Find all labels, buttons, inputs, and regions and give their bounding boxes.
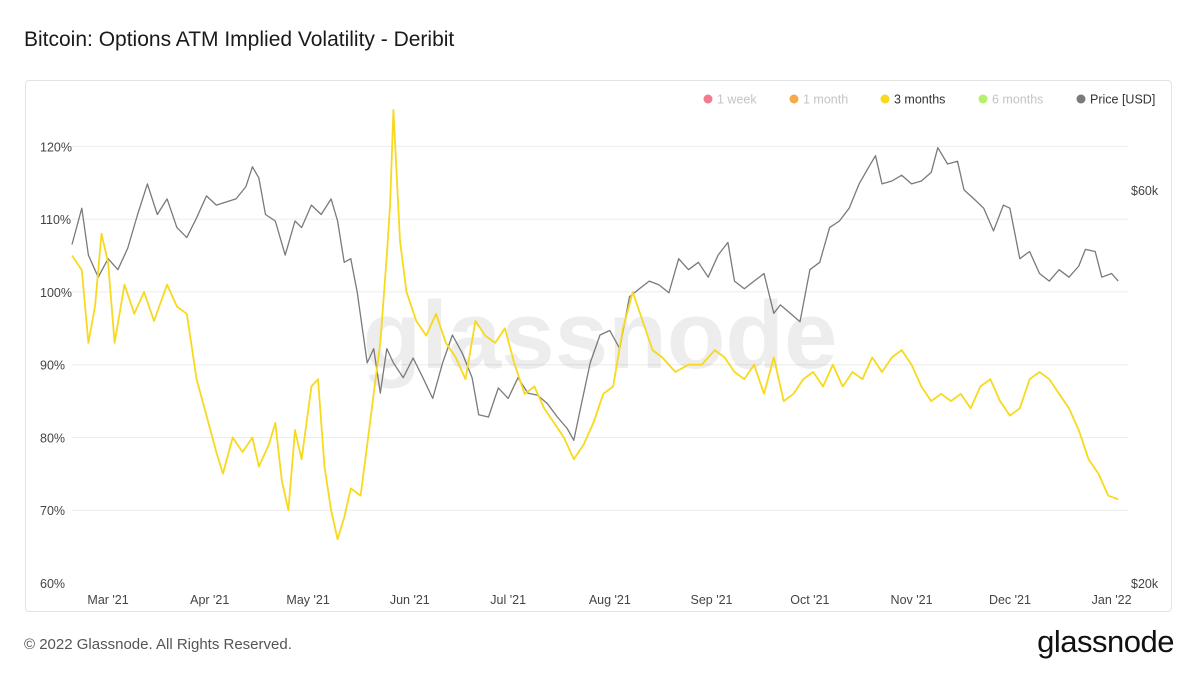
legend-marker: [880, 94, 890, 104]
x-tick-label: Apr '21: [190, 593, 229, 607]
legend-marker: [703, 94, 713, 104]
legend-marker: [978, 94, 988, 104]
legend-item-3-months[interactable]: 3 months: [880, 93, 946, 107]
axes: 60% 70% 80% 90% 100% 110% 120% $20k $60k Mar '21 A…: [40, 140, 1159, 607]
legend-label: 1 month: [803, 93, 848, 107]
x-tick-label: Jul '21: [490, 593, 526, 607]
legend-item-6-months[interactable]: 6 months: [978, 93, 1044, 107]
copyright-notice: © 2022 Glassnode. All Rights Reserved.: [24, 636, 292, 653]
x-tick-label: Mar '21: [87, 593, 128, 607]
y-left-tick-label: 110%: [40, 213, 71, 227]
legend-item-1-week[interactable]: 1 week: [703, 93, 758, 107]
x-tick-label: Jan '22: [1092, 593, 1132, 607]
y-right-tick-label: $20k: [1131, 577, 1159, 591]
x-tick-label: May '21: [286, 593, 329, 607]
x-tick-label: Dec '21: [989, 593, 1031, 607]
legend[interactable]: 1 week 1 month 3 months 6 months Price [USD]: [703, 93, 1156, 107]
legend-label: Price [USD]: [1090, 93, 1155, 107]
legend-item-price-usd[interactable]: Price [USD]: [1076, 93, 1156, 107]
legend-item-1-month[interactable]: 1 month: [789, 93, 849, 107]
chart-frame: [25, 80, 1172, 612]
legend-label: 1 week: [717, 93, 757, 107]
legend-marker: [1076, 94, 1086, 104]
y-left-tick-label: 120%: [40, 140, 72, 154]
series: [71, 109, 1119, 541]
y-left-tick-label: 80%: [40, 431, 65, 445]
y-left-tick-label: 100%: [40, 286, 72, 300]
x-tick-label: Oct '21: [790, 593, 829, 607]
page-title: Bitcoin: Options ATM Implied Volatility …: [24, 28, 455, 51]
y-right-tick-label: $60k: [1131, 184, 1159, 198]
brand-logo: glassnode: [1037, 624, 1174, 659]
y-left-tick-label: 60%: [40, 577, 65, 591]
gridlines: [72, 145, 1128, 511]
legend-marker: [789, 94, 799, 104]
x-tick-label: Nov '21: [891, 593, 933, 607]
x-tick-label: Jun '21: [390, 593, 430, 607]
series-line-price: [71, 147, 1119, 441]
legend-label: 6 months: [992, 93, 1043, 107]
x-tick-label: Sep '21: [690, 593, 732, 607]
y-left-tick-label: 90%: [40, 359, 65, 373]
series-line-3-months: [71, 109, 1119, 541]
x-tick-label: Aug '21: [589, 593, 631, 607]
y-left-tick-label: 70%: [40, 504, 65, 518]
legend-label: 3 months: [894, 93, 945, 107]
